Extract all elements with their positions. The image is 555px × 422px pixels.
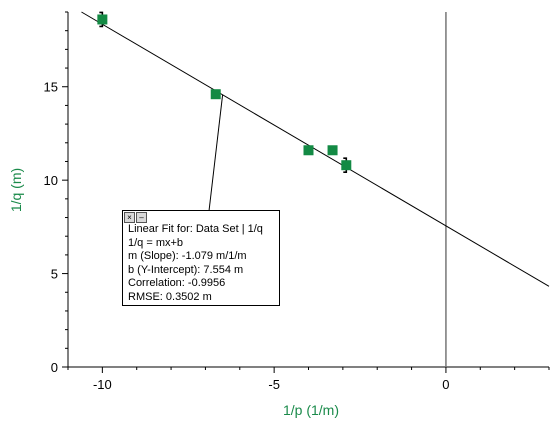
fit-line <box>81 11 550 287</box>
data-point <box>97 14 108 25</box>
fit-equation: 1/q = mx+b <box>128 236 184 249</box>
fit-slope: m (Slope): -1.079 m/1/m <box>128 250 247 262</box>
annotation-leader-line <box>208 94 224 212</box>
data-points <box>97 11 352 174</box>
axes <box>62 11 550 373</box>
y-tick-label: 15 <box>44 80 58 95</box>
y-tick-label: 0 <box>51 360 58 375</box>
minimize-icon[interactable]: – <box>136 212 147 223</box>
y-tick-label: 5 <box>51 267 58 282</box>
data-point <box>341 160 352 171</box>
data-point <box>210 89 221 100</box>
tick-labels: -10 -5 0 0 5 10 15 <box>44 80 450 392</box>
fit-rmse: RMSE: 0.3502 m <box>128 290 212 303</box>
data-point <box>303 145 314 156</box>
linear-fit-annotation[interactable]: × – Linear Fit for: Data Set | 1/q 1/q =… <box>122 210 280 306</box>
y-tick-label: 10 <box>44 173 58 188</box>
fit-line-group <box>81 11 550 287</box>
fit-correlation: Correlation: -0.9956 <box>128 277 226 289</box>
fit-title: Linear Fit for: Data Set | 1/q <box>128 223 263 235</box>
y-axis-title: 1/q (m) <box>8 168 24 212</box>
close-icon[interactable]: × <box>124 212 135 223</box>
x-tick-label: -10 <box>93 377 112 392</box>
x-tick-label: 0 <box>442 377 449 392</box>
x-tick-label: -5 <box>268 377 280 392</box>
data-point <box>327 145 338 156</box>
x-axis-title: 1/p (1/m) <box>283 402 339 418</box>
fit-intercept: b (Y-Intercept): 7.554 m <box>128 263 244 276</box>
